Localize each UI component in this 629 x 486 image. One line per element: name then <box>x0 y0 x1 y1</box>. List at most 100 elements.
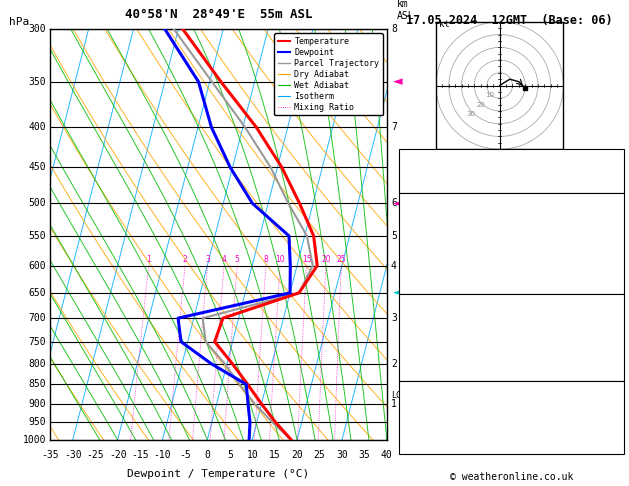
Text: Dewpoint / Temperature (°C): Dewpoint / Temperature (°C) <box>128 469 309 479</box>
Text: 2: 2 <box>613 340 619 350</box>
Text: 20: 20 <box>476 102 485 107</box>
Text: © weatheronline.co.uk: © weatheronline.co.uk <box>450 472 573 482</box>
Text: 900: 900 <box>29 399 47 409</box>
Text: 0: 0 <box>613 354 619 364</box>
Text: 4: 4 <box>221 255 226 263</box>
Text: Dewp (°C): Dewp (°C) <box>404 224 457 234</box>
Text: 311: 311 <box>601 239 619 248</box>
Text: Hodograph: Hodograph <box>485 383 538 394</box>
Text: LCL: LCL <box>391 391 406 400</box>
Text: 319: 319 <box>601 326 619 335</box>
Text: PW (cm): PW (cm) <box>404 180 445 191</box>
Text: 650: 650 <box>29 288 47 298</box>
Text: StmDir: StmDir <box>404 427 439 437</box>
Text: 9.3: 9.3 <box>601 224 619 234</box>
Text: ◄: ◄ <box>393 286 403 299</box>
Text: 950: 950 <box>29 417 47 427</box>
Text: 1000: 1000 <box>23 435 47 445</box>
Text: 40°58'N  28°49'E  55m ASL: 40°58'N 28°49'E 55m ASL <box>125 8 313 21</box>
Text: 20: 20 <box>321 255 331 263</box>
Text: 1: 1 <box>147 255 151 263</box>
Text: -35: -35 <box>42 450 59 460</box>
Text: Totals Totals: Totals Totals <box>404 166 480 176</box>
Text: 30: 30 <box>336 450 348 460</box>
Text: 20: 20 <box>607 152 619 161</box>
Text: 2.53: 2.53 <box>596 180 619 191</box>
Text: 800: 800 <box>29 359 47 369</box>
Text: -20: -20 <box>109 450 126 460</box>
Text: Temp (°C): Temp (°C) <box>404 209 457 220</box>
Text: Surface: Surface <box>491 195 532 205</box>
Text: km
ASL: km ASL <box>397 0 415 21</box>
Text: CAPE (J): CAPE (J) <box>404 354 451 364</box>
Text: 700: 700 <box>29 313 47 323</box>
Text: 2: 2 <box>391 359 397 369</box>
Text: 8: 8 <box>391 24 397 34</box>
Text: -10: -10 <box>153 450 171 460</box>
Text: 40: 40 <box>381 450 392 460</box>
Text: θe(K): θe(K) <box>404 239 433 248</box>
Text: 7: 7 <box>391 122 397 132</box>
Text: 10: 10 <box>276 255 285 263</box>
Text: CIN (J): CIN (J) <box>404 282 445 292</box>
Text: Lifted Index: Lifted Index <box>404 253 474 263</box>
Text: 30: 30 <box>467 111 476 117</box>
Text: 0: 0 <box>613 282 619 292</box>
Text: 300: 300 <box>29 24 47 34</box>
Text: ◄: ◄ <box>393 197 403 210</box>
Text: 92: 92 <box>607 398 619 408</box>
Text: 350: 350 <box>29 77 47 87</box>
Text: 44: 44 <box>607 166 619 176</box>
Text: 3: 3 <box>205 255 210 263</box>
Text: 6: 6 <box>391 198 397 208</box>
Text: 1: 1 <box>391 399 397 409</box>
Text: 400: 400 <box>29 122 47 132</box>
Text: 18.7: 18.7 <box>596 209 619 220</box>
Text: 8: 8 <box>613 253 619 263</box>
Text: 500: 500 <box>29 198 47 208</box>
Text: CAPE (J): CAPE (J) <box>404 267 451 278</box>
Text: hPa: hPa <box>9 17 30 27</box>
Text: θe (K): θe (K) <box>404 326 439 335</box>
Text: ◄: ◄ <box>393 75 403 88</box>
Text: StmSpd (kt): StmSpd (kt) <box>404 441 469 451</box>
Text: Most Unstable: Most Unstable <box>473 296 550 307</box>
Text: 550: 550 <box>29 231 47 241</box>
Text: EH: EH <box>404 398 416 408</box>
Text: 17.05.2024  12GMT  (Base: 06): 17.05.2024 12GMT (Base: 06) <box>406 14 612 27</box>
Text: 25: 25 <box>337 255 346 263</box>
Text: 450: 450 <box>29 162 47 173</box>
Text: 15: 15 <box>302 255 311 263</box>
Text: 310°: 310° <box>596 427 619 437</box>
Legend: Temperature, Dewpoint, Parcel Trajectory, Dry Adiabat, Wet Adiabat, Isotherm, Mi: Temperature, Dewpoint, Parcel Trajectory… <box>274 34 382 116</box>
Text: 2: 2 <box>182 255 187 263</box>
Text: SREH: SREH <box>404 413 427 422</box>
Text: Lifted Index: Lifted Index <box>404 340 474 350</box>
Text: 5: 5 <box>227 450 233 460</box>
Text: 4: 4 <box>391 260 397 271</box>
Text: CIN (J): CIN (J) <box>404 369 445 379</box>
Text: 25: 25 <box>607 441 619 451</box>
Text: Mixing Ratio (g/kg): Mixing Ratio (g/kg) <box>411 179 420 290</box>
Text: -30: -30 <box>64 450 82 460</box>
Text: 750: 750 <box>601 311 619 321</box>
Text: 25: 25 <box>314 450 325 460</box>
Text: 20: 20 <box>291 450 303 460</box>
Text: 5: 5 <box>391 231 397 241</box>
Text: 0: 0 <box>613 267 619 278</box>
Text: 750: 750 <box>29 337 47 347</box>
Text: 35: 35 <box>359 450 370 460</box>
Text: 204: 204 <box>601 413 619 422</box>
Text: -25: -25 <box>86 450 104 460</box>
Text: 3: 3 <box>391 313 397 323</box>
Text: Pressure (mb): Pressure (mb) <box>404 311 480 321</box>
Text: -15: -15 <box>131 450 149 460</box>
Text: 850: 850 <box>29 380 47 389</box>
Text: K: K <box>404 152 409 161</box>
Text: 10: 10 <box>486 92 494 98</box>
Text: 10: 10 <box>247 450 258 460</box>
Text: -5: -5 <box>179 450 191 460</box>
Text: 5: 5 <box>235 255 240 263</box>
Text: 600: 600 <box>29 260 47 271</box>
Text: 0: 0 <box>204 450 210 460</box>
